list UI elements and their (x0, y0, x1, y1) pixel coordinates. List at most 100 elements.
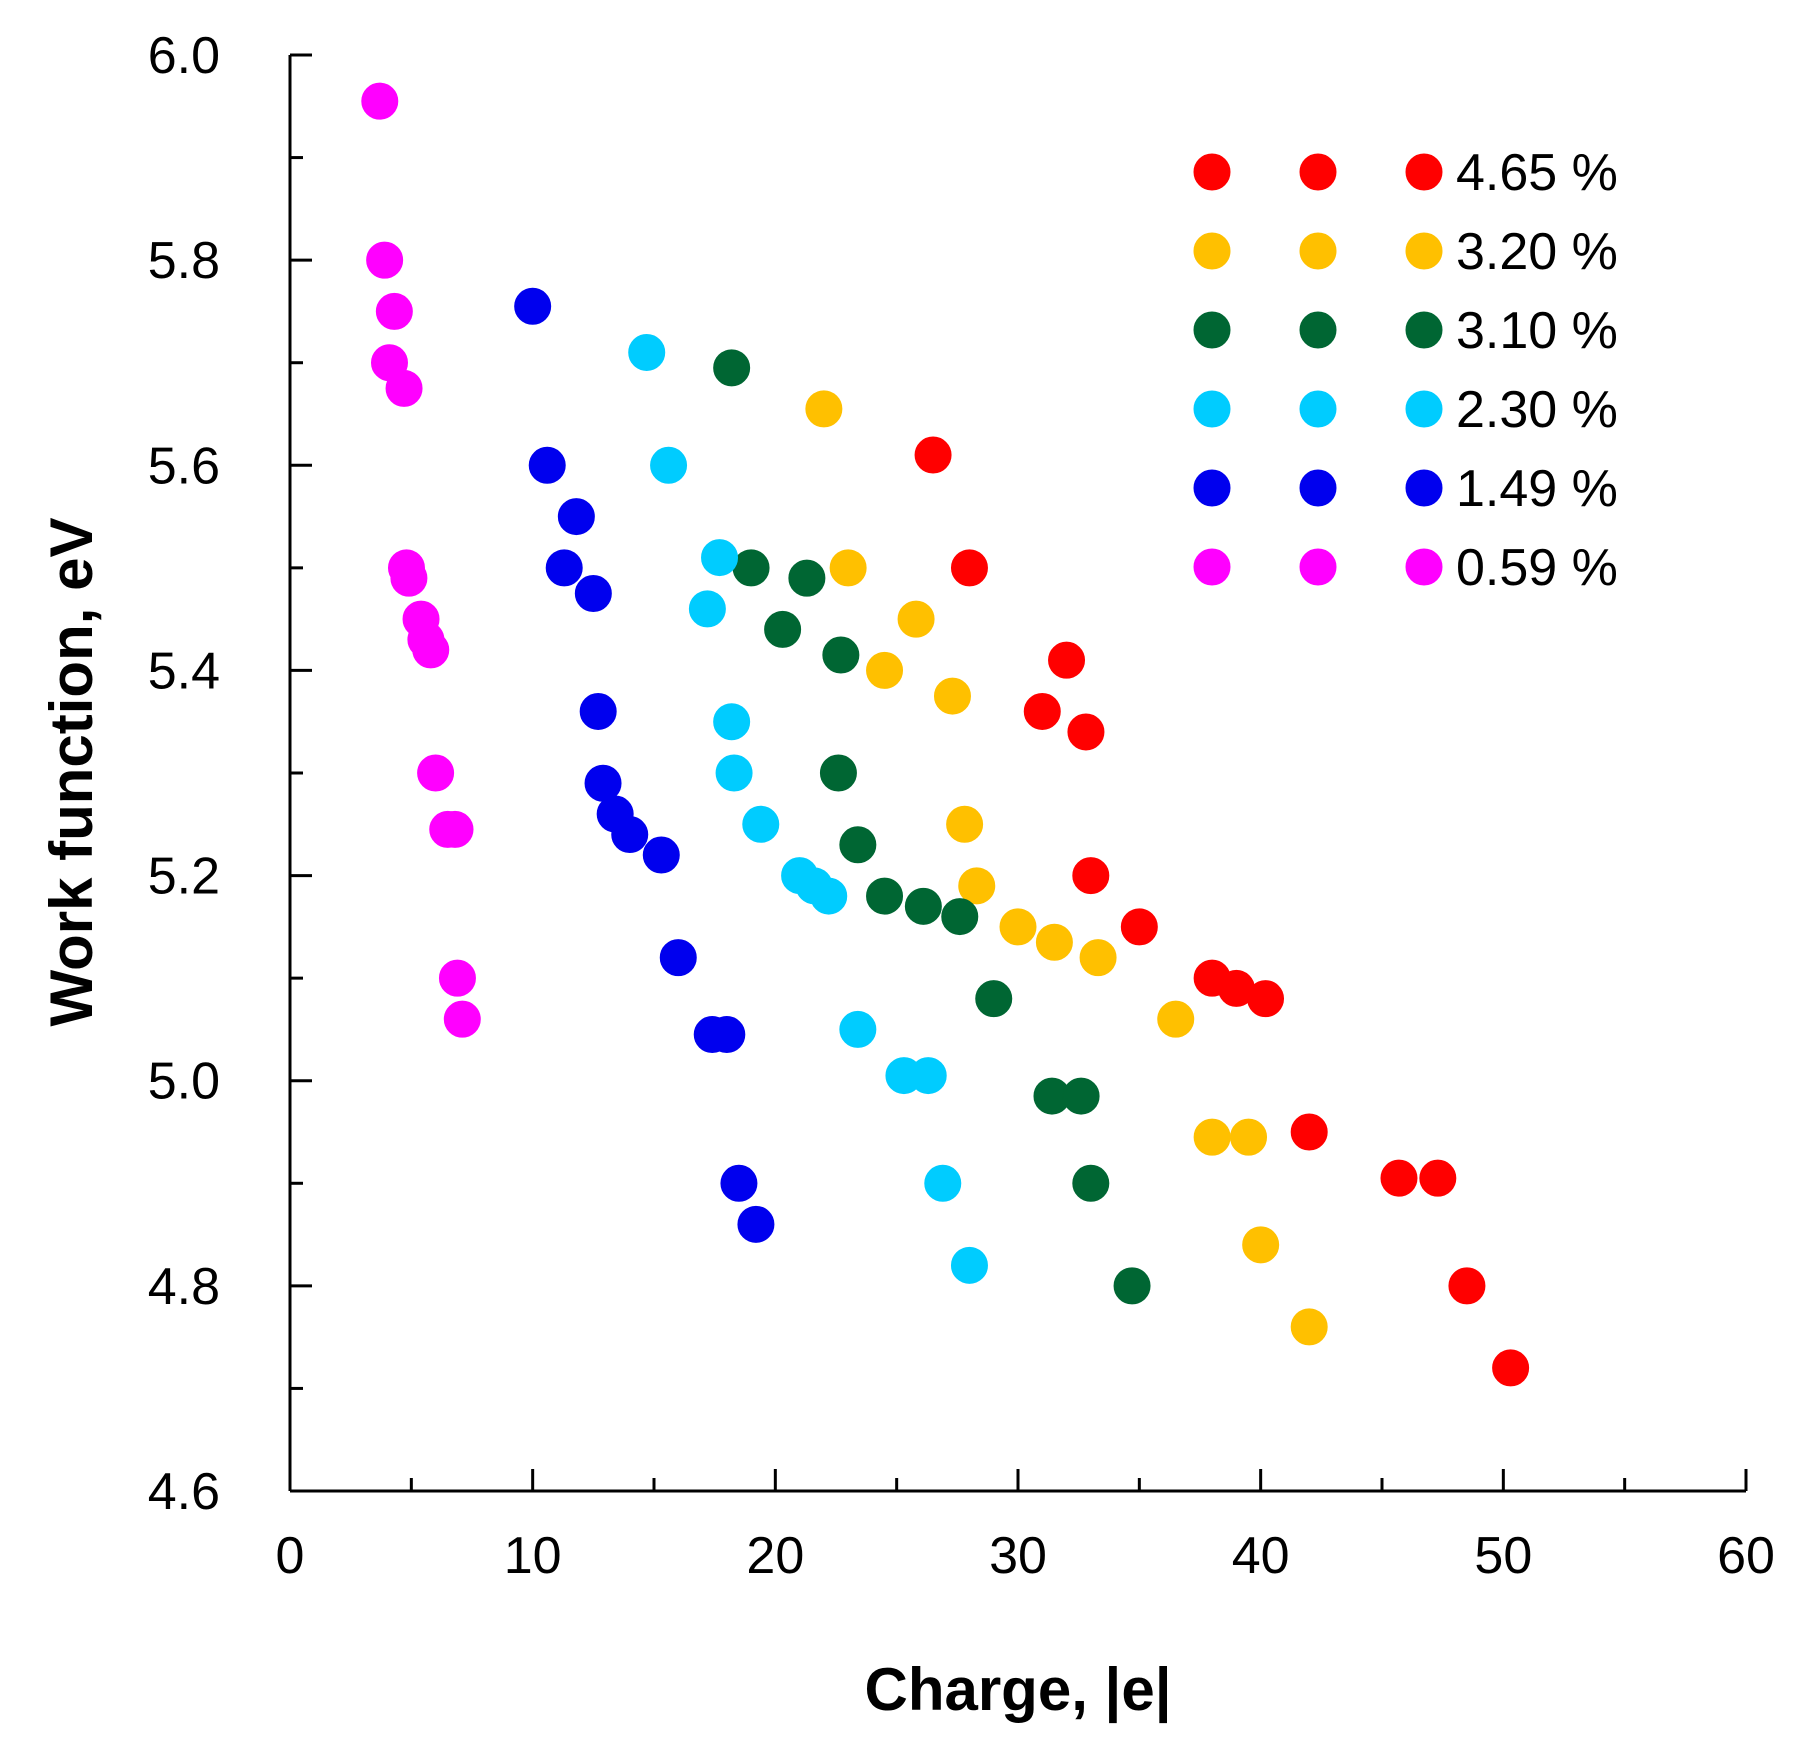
data-point (737, 1205, 775, 1243)
data-point (1193, 1118, 1231, 1156)
legend-marker (1299, 390, 1337, 428)
data-point (659, 939, 697, 977)
data-point (839, 1010, 877, 1048)
data-point (650, 446, 688, 484)
data-point (805, 390, 843, 428)
data-point (417, 754, 455, 792)
legend-marker (1193, 311, 1231, 349)
data-point (941, 898, 979, 936)
data-point (1023, 692, 1061, 730)
data-point (1120, 908, 1158, 946)
x-tick-label: 10 (504, 1527, 562, 1585)
y-tick-label: 5.0 (148, 1053, 220, 1111)
data-point (701, 539, 739, 577)
data-point (628, 333, 666, 371)
legend-label: 0.59 % (1456, 539, 1618, 597)
data-point (1448, 1267, 1486, 1305)
data-point (866, 651, 904, 689)
y-tick-label: 5.2 (148, 848, 220, 906)
data-point (720, 1164, 758, 1202)
data-point (375, 292, 413, 330)
data-point (1380, 1159, 1418, 1197)
data-point (688, 590, 726, 628)
y-tick-label: 5.6 (148, 437, 220, 495)
data-point (1062, 1077, 1100, 1115)
y-axis-title: Work function, eV (38, 518, 105, 1027)
data-point (574, 575, 612, 612)
data-point (1035, 923, 1073, 961)
legend-label: 3.20 % (1456, 223, 1618, 281)
data-point (1072, 1164, 1110, 1202)
data-point (715, 754, 753, 792)
data-point (933, 677, 971, 715)
data-point (438, 959, 476, 997)
data-point (361, 82, 399, 120)
data-point (708, 1016, 746, 1054)
data-point (742, 805, 780, 843)
data-point (924, 1164, 962, 1202)
data-point (788, 559, 826, 597)
data-point (366, 241, 404, 279)
data-point (839, 826, 877, 864)
data-point (909, 1057, 947, 1095)
data-point (642, 836, 680, 874)
legend-marker (1193, 153, 1231, 191)
legend-label: 1.49 % (1456, 460, 1618, 518)
data-point (1113, 1267, 1151, 1305)
x-tick-label: 60 (1717, 1527, 1775, 1585)
legend-marker (1299, 311, 1337, 349)
data-point (958, 867, 996, 905)
y-tick-label: 5.4 (148, 642, 220, 700)
legend-marker (1193, 469, 1231, 507)
data-point (819, 754, 857, 792)
legend-marker (1193, 232, 1231, 270)
data-point (1067, 713, 1105, 751)
legend-label: 2.30 % (1456, 381, 1618, 439)
data-point (412, 631, 450, 669)
data-point (385, 369, 423, 407)
legend-marker (1405, 390, 1443, 428)
data-point (1230, 1118, 1268, 1156)
legend-marker (1299, 232, 1337, 270)
x-tick-label: 30 (989, 1527, 1047, 1585)
data-point (1290, 1113, 1328, 1151)
data-point (545, 549, 583, 587)
data-point (713, 703, 751, 741)
data-point (390, 559, 428, 597)
legend: 4.65 % 3.20 % 3.10 % 2.30 % 1.49 % 0.59 % (1193, 144, 1618, 597)
data-point (946, 805, 984, 843)
y-tick-label: 5.8 (148, 232, 220, 290)
data-point (1157, 1000, 1195, 1038)
x-tick-label: 20 (746, 1527, 804, 1585)
data-point (764, 610, 802, 648)
data-point (1242, 1226, 1280, 1264)
data-point (732, 549, 770, 587)
data-point (1072, 857, 1110, 895)
y-tick-label: 4.6 (148, 1463, 220, 1521)
legend-marker (1405, 548, 1443, 586)
legend-marker (1193, 390, 1231, 428)
data-point (810, 877, 848, 915)
y-tick-label: 4.8 (148, 1258, 220, 1316)
x-tick-label: 40 (1232, 1527, 1290, 1585)
data-point (829, 549, 867, 587)
data-point (528, 446, 566, 484)
x-axis-title: Charge, |e| (864, 1656, 1171, 1724)
ticks (288, 53, 1748, 1493)
tick-labels: 0 10 20 30 40 50 60 4.6 4.8 5.0 5.2 5.4 5.6 5.8 6.0 (148, 27, 1775, 1585)
legend-label: 3.10 % (1456, 302, 1618, 360)
data-point (866, 877, 904, 915)
data-point (1048, 641, 1086, 679)
data-points (361, 82, 1530, 1387)
data-point (950, 1246, 988, 1284)
legend-marker (1193, 548, 1231, 586)
legend-marker (1405, 153, 1443, 191)
data-point (1492, 1349, 1530, 1387)
legend-marker (1405, 311, 1443, 349)
data-point (557, 498, 595, 536)
data-point (579, 692, 617, 730)
data-point (1079, 939, 1117, 977)
legend-marker (1299, 548, 1337, 586)
data-point (713, 349, 751, 387)
